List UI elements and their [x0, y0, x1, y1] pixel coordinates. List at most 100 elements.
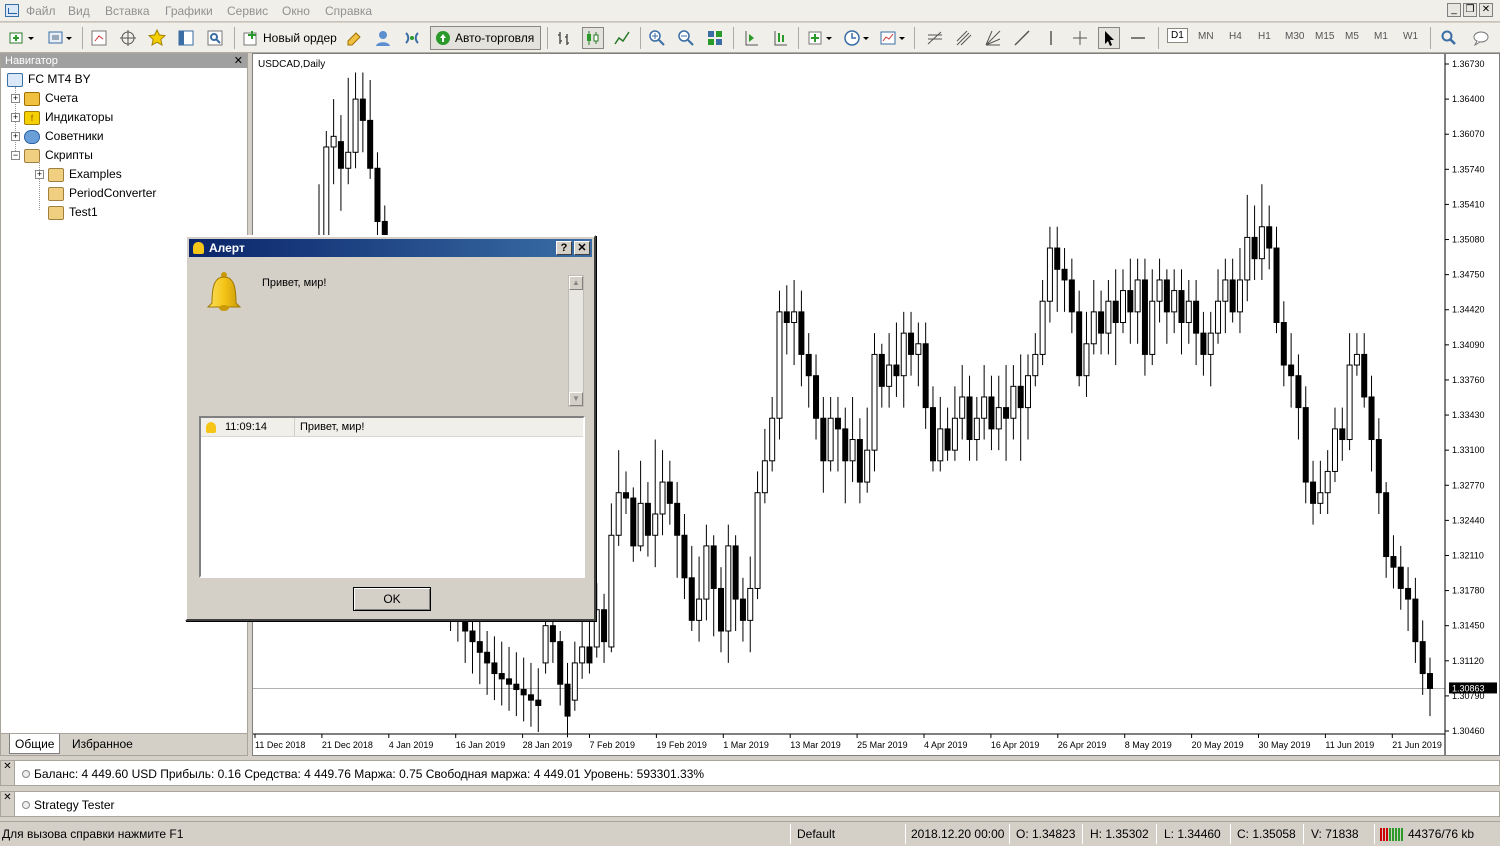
timeframe-w1[interactable]: W1: [1403, 31, 1418, 42]
scroll-down-icon[interactable]: ▼: [569, 392, 583, 406]
periods-icon[interactable]: [842, 27, 872, 49]
horizontal-line-icon[interactable]: [1127, 27, 1149, 49]
tree-item-label: Test1: [69, 205, 98, 219]
timeframe-m1[interactable]: M1: [1374, 31, 1388, 42]
tree-root[interactable]: FC MT4 BY: [7, 70, 91, 88]
status-traffic: 44376/76 kb: [1408, 827, 1475, 841]
menu-file[interactable]: Файл: [26, 4, 56, 18]
search-icon[interactable]: [1438, 27, 1460, 49]
cursor-icon[interactable]: [1098, 27, 1120, 49]
close-button[interactable]: ✕: [574, 241, 590, 255]
bar-chart-icon[interactable]: [553, 27, 575, 49]
restore-icon[interactable]: ❐: [1463, 3, 1477, 17]
tree-item-experts[interactable]: + Советники: [11, 127, 104, 145]
navigator-title: Навигатор: [5, 55, 58, 67]
chart-shift-icon[interactable]: [740, 27, 762, 49]
alert-scrollbar[interactable]: ▲ ▼: [568, 275, 584, 407]
scroll-up-icon[interactable]: ▲: [569, 276, 583, 290]
templates-icon[interactable]: [878, 27, 908, 49]
terminal-close-icon[interactable]: ✕: [1, 761, 15, 785]
market-icon[interactable]: [401, 27, 423, 49]
chat-icon[interactable]: [1470, 27, 1492, 49]
candle: [1229, 258, 1236, 323]
status-profile[interactable]: Default: [797, 827, 836, 841]
candle: [1353, 333, 1360, 376]
trendline-icon[interactable]: [1011, 27, 1033, 49]
candle: [1427, 657, 1433, 717]
timeframe-m15[interactable]: M15: [1315, 31, 1335, 42]
autoscroll-icon[interactable]: [769, 27, 791, 49]
status-close: C: 1.35058: [1237, 827, 1296, 841]
tree-item-indicators[interactable]: + f Индикаторы: [11, 108, 113, 126]
candle: [1405, 567, 1412, 632]
menu-insert[interactable]: Вставка: [105, 4, 150, 18]
x-tick-label: 8 May 2019: [1125, 740, 1172, 750]
expand-icon[interactable]: +: [35, 169, 44, 180]
profiles-icon[interactable]: [46, 27, 76, 49]
timeframe-h4[interactable]: H4: [1229, 31, 1242, 42]
candle: [630, 487, 637, 562]
timeframe-h1[interactable]: H1: [1258, 31, 1271, 42]
list-item[interactable]: 11:09:14 Привет, мир!: [201, 418, 583, 437]
tile-windows-icon[interactable]: [704, 27, 726, 49]
candle: [586, 620, 593, 674]
timeframe-d1[interactable]: D1: [1167, 28, 1188, 43]
candle: [871, 333, 878, 472]
ok-button[interactable]: OK: [353, 587, 431, 611]
candle: [1207, 311, 1214, 387]
alert-dialog: Алерт ? ✕ Привет, мир! ▲ ▼ 11:09:14 Прив…: [185, 235, 596, 621]
indicators-icon[interactable]: [806, 27, 836, 49]
collapse-icon[interactable]: −: [11, 150, 20, 161]
terminal-window-icon[interactable]: [175, 27, 197, 49]
candle: [856, 418, 863, 504]
menu-window[interactable]: Окно: [282, 4, 310, 18]
market-watch-icon[interactable]: [88, 27, 110, 49]
autotrading-button[interactable]: Авто-торговля: [430, 26, 542, 50]
vertical-line-icon[interactable]: [1040, 27, 1062, 49]
timeframe-m5[interactable]: M5: [1345, 31, 1359, 42]
new-chart-icon[interactable]: [6, 27, 38, 49]
tab-common[interactable]: Общие: [9, 734, 61, 754]
strategy-tester-icon[interactable]: [204, 27, 226, 49]
expand-icon[interactable]: +: [11, 93, 20, 104]
candle: [878, 343, 885, 408]
tester-title[interactable]: Strategy Tester: [34, 798, 115, 812]
crosshair-icon[interactable]: [1069, 27, 1091, 49]
expand-icon[interactable]: +: [11, 112, 20, 123]
help-button[interactable]: ?: [556, 241, 572, 255]
signals-icon[interactable]: [372, 27, 394, 49]
metaeditor-icon[interactable]: [343, 27, 365, 49]
zoom-in-icon[interactable]: [646, 27, 668, 49]
menu-view[interactable]: Вид: [68, 4, 90, 18]
timeframe-mn[interactable]: MN: [1198, 31, 1214, 42]
gann-icon[interactable]: [982, 27, 1004, 49]
y-tick-label: 1.36730: [1452, 59, 1485, 69]
candle: [981, 365, 988, 440]
expand-icon[interactable]: +: [11, 131, 20, 142]
tree-item-periodconverter[interactable]: PeriodConverter: [48, 184, 156, 202]
fibonacci-icon[interactable]: [924, 27, 946, 49]
tree-item-test1[interactable]: Test1: [48, 203, 98, 221]
menu-charts[interactable]: Графики: [165, 4, 213, 18]
navigator-close-icon[interactable]: ✕: [233, 55, 243, 67]
crosshair-nav-icon[interactable]: [117, 27, 139, 49]
new-order-button[interactable]: Новый ордер: [238, 26, 344, 50]
candlestick-chart-icon[interactable]: [582, 27, 604, 49]
tab-favorites[interactable]: Избранное: [72, 737, 133, 751]
favorites-icon[interactable]: [146, 27, 168, 49]
menu-tools[interactable]: Сервис: [227, 4, 269, 18]
tree-item-scripts[interactable]: − Скрипты: [11, 146, 93, 164]
candle: [1251, 205, 1258, 280]
zoom-out-icon[interactable]: [675, 27, 697, 49]
timeframe-m30[interactable]: M30: [1285, 31, 1305, 42]
line-chart-icon[interactable]: [611, 27, 633, 49]
candle: [1098, 290, 1105, 355]
tester-close-icon[interactable]: ✕: [1, 792, 15, 816]
andrews-pitchfork-icon[interactable]: [953, 27, 975, 49]
minimize-icon[interactable]: _: [1447, 3, 1461, 17]
close-icon[interactable]: ✕: [1479, 3, 1493, 17]
tree-item-label: Examples: [69, 167, 122, 181]
tree-item-accounts[interactable]: + Счета: [11, 89, 78, 107]
tree-item-examples[interactable]: + Examples: [35, 165, 122, 183]
menu-help[interactable]: Справка: [325, 4, 373, 18]
